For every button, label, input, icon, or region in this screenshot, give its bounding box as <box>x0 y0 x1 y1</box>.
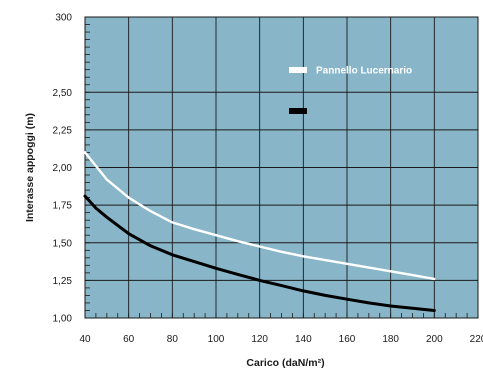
legend-label: Pannello Lucernario <box>316 66 412 77</box>
x-axis-title: Carico (daN/m²) <box>246 357 324 369</box>
x-tick-label: 80 <box>167 334 179 345</box>
y-axis-title: Interasse appoggi (m) <box>24 113 36 222</box>
legend-swatch <box>289 67 307 73</box>
x-tick-label: 40 <box>79 334 91 345</box>
y-tick-label: 2,25 <box>53 125 73 136</box>
legend: Pannello Lucernario <box>289 66 412 114</box>
x-tick-label: 120 <box>251 334 268 345</box>
y-tick-label: 1,75 <box>53 201 73 212</box>
x-tick-label: 220 <box>470 334 483 345</box>
series-line-1 <box>83 151 436 281</box>
x-axis-tick-labels: 40 60 80 100 120 140 160 180 200 220 <box>79 334 483 345</box>
y-tick-label: 2,50 <box>53 88 73 99</box>
y-tick-label: 1,50 <box>53 238 73 249</box>
legend-swatch <box>289 108 307 114</box>
grid-lines <box>84 16 479 319</box>
x-tick-label: 140 <box>295 334 312 345</box>
x-tick-label: 100 <box>208 334 225 345</box>
series-line-2 <box>83 194 436 312</box>
x-tick-label: 160 <box>339 334 356 345</box>
minor-tick-marks <box>84 16 479 319</box>
x-tick-label: 180 <box>382 334 399 345</box>
y-tick-label: 2,00 <box>53 163 73 174</box>
x-tick-label: 60 <box>123 334 135 345</box>
y-tick-label: 300 <box>55 13 72 24</box>
series-layer <box>83 151 436 312</box>
y-tick-label: 1,00 <box>53 314 73 325</box>
x-tick-label: 200 <box>426 334 443 345</box>
y-tick-label: 1,25 <box>53 276 73 287</box>
y-axis-tick-labels: 1,00 1,25 1,50 1,75 2,00 2,25 2,50 300 <box>53 13 73 325</box>
